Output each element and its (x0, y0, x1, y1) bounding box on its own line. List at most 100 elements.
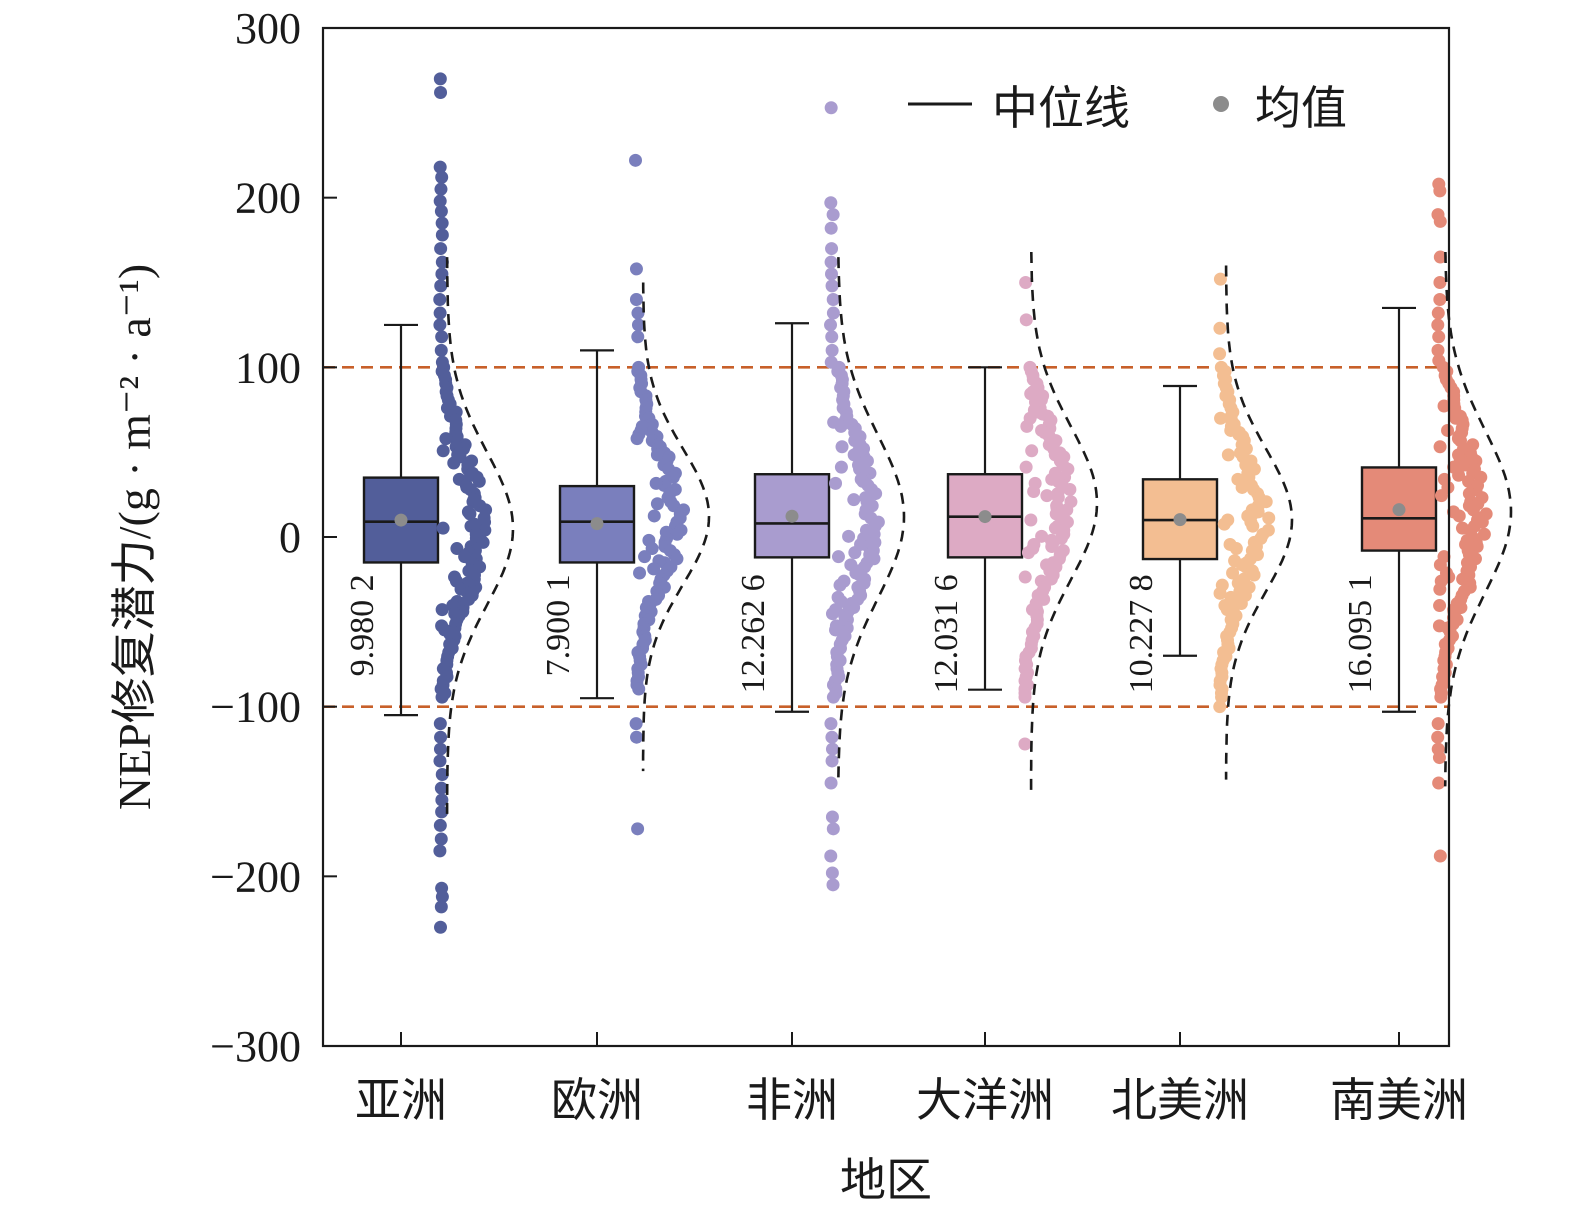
data-point (1431, 318, 1445, 332)
data-point (629, 262, 643, 276)
data-point (647, 562, 661, 576)
data-point (1213, 321, 1227, 335)
data-point (1441, 423, 1455, 437)
data-point (433, 72, 447, 86)
density-curve (641, 282, 711, 772)
data-point (1019, 460, 1033, 474)
data-point (633, 566, 647, 580)
x-axis-title: 地区 (840, 1155, 932, 1206)
data-point (826, 822, 840, 836)
data-point (436, 444, 450, 458)
x-category-label: 大洋洲 (916, 1075, 1054, 1126)
mean-value-label: 16.095 1 (1342, 574, 1379, 693)
data-point (848, 546, 862, 560)
data-point (1018, 690, 1032, 704)
data-point (650, 448, 664, 462)
data-point (1451, 432, 1465, 446)
data-point (825, 810, 839, 824)
data-point (629, 717, 643, 731)
data-point (1431, 717, 1445, 731)
data-point (1214, 411, 1228, 425)
data-point (1433, 250, 1447, 264)
data-point (435, 793, 449, 807)
data-point (1217, 517, 1231, 531)
data-point (631, 318, 645, 332)
legend-mean-swatch (1213, 96, 1229, 112)
data-point (435, 330, 449, 344)
data-point (826, 878, 840, 892)
data-point (1018, 570, 1032, 584)
data-point (1045, 540, 1059, 554)
data-point (433, 194, 447, 208)
data-point (1213, 347, 1227, 361)
mean-marker (785, 509, 799, 523)
data-point (1431, 306, 1445, 320)
data-point (467, 517, 481, 531)
x-category-label: 非洲 (746, 1075, 838, 1126)
data-point (1251, 505, 1265, 519)
data-point (1434, 489, 1448, 503)
legend-mean-label: 均值 (1255, 83, 1347, 134)
data-point (1437, 399, 1451, 413)
data-point (824, 267, 838, 281)
mean-value-label: 12.031 6 (928, 574, 965, 693)
data-point (1452, 509, 1466, 523)
data-point (434, 730, 448, 744)
data-point (434, 85, 448, 99)
data-point (1213, 700, 1227, 714)
y-tick-label: 0 (279, 513, 301, 562)
data-point (1432, 776, 1446, 790)
data-point (433, 818, 447, 832)
data-point (834, 460, 848, 474)
data-point (433, 306, 447, 320)
data-point (433, 754, 447, 768)
data-point (433, 160, 447, 174)
data-point (1040, 489, 1054, 503)
data-point (1235, 558, 1249, 572)
data-point (1035, 529, 1049, 543)
data-point (824, 318, 838, 332)
data-point (825, 607, 839, 621)
data-point (825, 343, 839, 357)
data-point (1235, 480, 1249, 494)
data-point (434, 832, 448, 846)
data-point (435, 267, 449, 281)
data-point (1433, 440, 1447, 454)
data-point (1433, 276, 1447, 289)
data-point (1229, 542, 1243, 556)
data-point (630, 432, 644, 446)
y-tick-label: −200 (210, 852, 301, 901)
data-point (829, 623, 843, 637)
data-point (824, 221, 838, 235)
data-point (433, 318, 447, 332)
data-point (1021, 546, 1035, 560)
density-curve (1224, 265, 1294, 780)
data-point (638, 550, 652, 564)
data-point (1019, 313, 1033, 327)
data-point (829, 476, 843, 490)
data-point (439, 432, 453, 446)
data-point (631, 306, 645, 320)
data-point (435, 170, 449, 184)
data-point (433, 292, 447, 306)
data-point (435, 355, 449, 369)
data-point (824, 849, 838, 863)
mean-marker (978, 510, 992, 524)
data-point (629, 153, 643, 167)
mean-value-label: 9.980 2 (344, 574, 381, 676)
mean-marker (1392, 503, 1406, 517)
series-3: 12.262 6 (735, 101, 906, 892)
data-point (833, 578, 847, 592)
series-6: 16.095 1 (1342, 177, 1513, 863)
y-tick-label: −100 (210, 683, 301, 732)
data-point (1432, 751, 1446, 765)
data-point (435, 228, 449, 242)
data-point (435, 603, 449, 617)
x-category-label: 亚洲 (355, 1075, 447, 1126)
data-point (1024, 513, 1038, 527)
data-point (1025, 444, 1039, 458)
legend-median-label: 中位线 (992, 83, 1130, 134)
data-point (1262, 511, 1276, 525)
data-point (450, 542, 464, 556)
